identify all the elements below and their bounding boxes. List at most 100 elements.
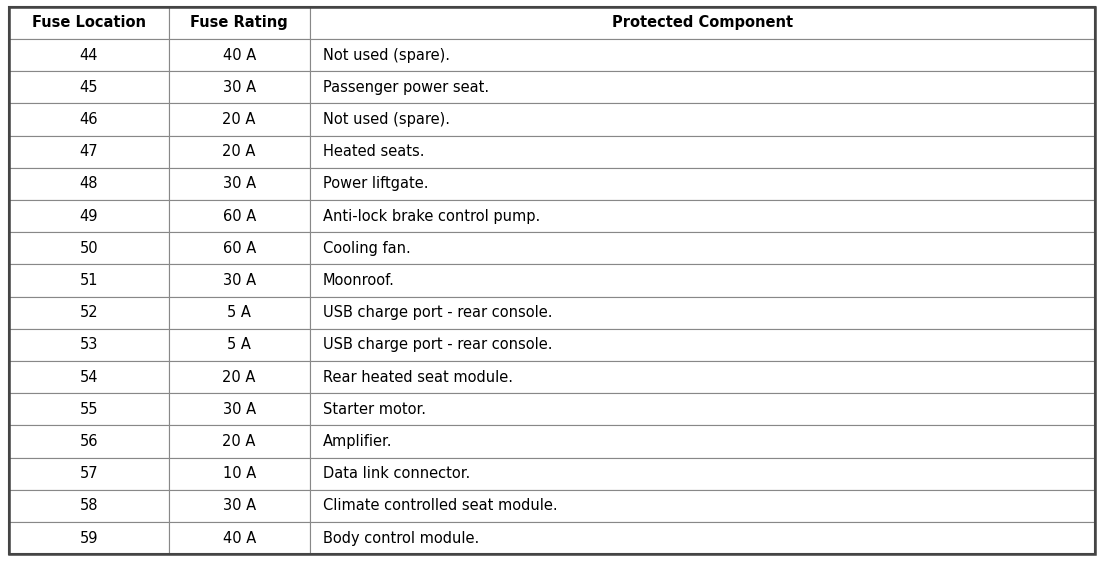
Text: 30 A: 30 A — [223, 499, 256, 513]
Bar — [169, 458, 310, 490]
Bar — [169, 425, 310, 458]
Bar — [9, 425, 169, 458]
Text: 5 A: 5 A — [227, 337, 251, 352]
Text: Protected Component: Protected Component — [612, 15, 793, 30]
Bar — [310, 7, 1095, 39]
Bar — [9, 490, 169, 522]
Text: 20 A: 20 A — [222, 370, 256, 385]
Bar — [169, 522, 310, 554]
Bar — [9, 168, 169, 200]
Text: 50: 50 — [79, 241, 98, 256]
Text: Heated seats.: Heated seats. — [323, 144, 425, 159]
Bar — [9, 393, 169, 425]
Bar — [9, 297, 169, 329]
Text: 10 A: 10 A — [223, 466, 256, 481]
Bar — [9, 103, 169, 136]
Text: 58: 58 — [79, 499, 98, 513]
Bar — [310, 264, 1095, 297]
Bar — [9, 458, 169, 490]
Bar — [310, 393, 1095, 425]
Bar — [9, 71, 169, 103]
Bar — [310, 490, 1095, 522]
Text: Fuse Rating: Fuse Rating — [190, 15, 288, 30]
Text: Data link connector.: Data link connector. — [323, 466, 470, 481]
Text: 51: 51 — [79, 273, 98, 288]
Text: 45: 45 — [79, 80, 98, 95]
Text: Fuse Location: Fuse Location — [32, 15, 146, 30]
Text: Not used (spare).: Not used (spare). — [323, 48, 450, 62]
Text: 30 A: 30 A — [223, 176, 256, 191]
Text: 47: 47 — [79, 144, 98, 159]
Text: 54: 54 — [79, 370, 98, 385]
Bar — [310, 458, 1095, 490]
Bar — [310, 103, 1095, 136]
Text: 60 A: 60 A — [223, 241, 256, 256]
Bar — [9, 361, 169, 393]
Bar — [310, 329, 1095, 361]
Text: 30 A: 30 A — [223, 80, 256, 95]
Bar — [169, 297, 310, 329]
Bar — [9, 329, 169, 361]
Text: Anti-lock brake control pump.: Anti-lock brake control pump. — [323, 209, 540, 224]
Bar — [169, 393, 310, 425]
Text: 56: 56 — [79, 434, 98, 449]
Bar — [310, 522, 1095, 554]
Text: Moonroof.: Moonroof. — [323, 273, 395, 288]
Bar — [310, 136, 1095, 168]
Text: 55: 55 — [79, 402, 98, 417]
Bar — [9, 136, 169, 168]
Bar — [310, 168, 1095, 200]
Text: 59: 59 — [79, 531, 98, 546]
Text: 30 A: 30 A — [223, 273, 256, 288]
Text: Not used (spare).: Not used (spare). — [323, 112, 450, 127]
Bar — [310, 297, 1095, 329]
Text: 60 A: 60 A — [223, 209, 256, 224]
Bar — [169, 490, 310, 522]
Bar — [310, 200, 1095, 232]
Bar — [310, 71, 1095, 103]
Text: 44: 44 — [79, 48, 98, 62]
Bar — [310, 425, 1095, 458]
Bar — [310, 39, 1095, 71]
Bar — [169, 39, 310, 71]
Bar — [9, 39, 169, 71]
Text: Cooling fan.: Cooling fan. — [323, 241, 411, 256]
Text: Starter motor.: Starter motor. — [323, 402, 426, 417]
Text: 20 A: 20 A — [222, 144, 256, 159]
Text: 57: 57 — [79, 466, 98, 481]
Bar — [9, 522, 169, 554]
Bar — [169, 329, 310, 361]
Text: USB charge port - rear console.: USB charge port - rear console. — [323, 337, 552, 352]
Text: 40 A: 40 A — [223, 48, 256, 62]
Text: Power liftgate.: Power liftgate. — [323, 176, 428, 191]
Bar — [169, 71, 310, 103]
Text: 20 A: 20 A — [222, 434, 256, 449]
Bar — [9, 200, 169, 232]
Text: 40 A: 40 A — [223, 531, 256, 546]
Text: 52: 52 — [79, 305, 98, 320]
Text: 5 A: 5 A — [227, 305, 251, 320]
Bar — [169, 200, 310, 232]
Text: Passenger power seat.: Passenger power seat. — [323, 80, 489, 95]
Text: 46: 46 — [79, 112, 98, 127]
Text: Climate controlled seat module.: Climate controlled seat module. — [323, 499, 558, 513]
Bar — [169, 232, 310, 264]
Bar — [169, 264, 310, 297]
Text: 48: 48 — [79, 176, 98, 191]
Bar — [9, 232, 169, 264]
Bar — [169, 103, 310, 136]
Text: 53: 53 — [79, 337, 98, 352]
Text: 20 A: 20 A — [222, 112, 256, 127]
Text: Amplifier.: Amplifier. — [323, 434, 393, 449]
Bar — [169, 168, 310, 200]
Bar — [9, 7, 169, 39]
Bar — [9, 264, 169, 297]
Text: USB charge port - rear console.: USB charge port - rear console. — [323, 305, 552, 320]
Text: 30 A: 30 A — [223, 402, 256, 417]
Bar — [169, 361, 310, 393]
Bar — [310, 232, 1095, 264]
Bar — [169, 7, 310, 39]
Bar — [310, 361, 1095, 393]
Text: Rear heated seat module.: Rear heated seat module. — [323, 370, 513, 385]
Text: Body control module.: Body control module. — [323, 531, 479, 546]
